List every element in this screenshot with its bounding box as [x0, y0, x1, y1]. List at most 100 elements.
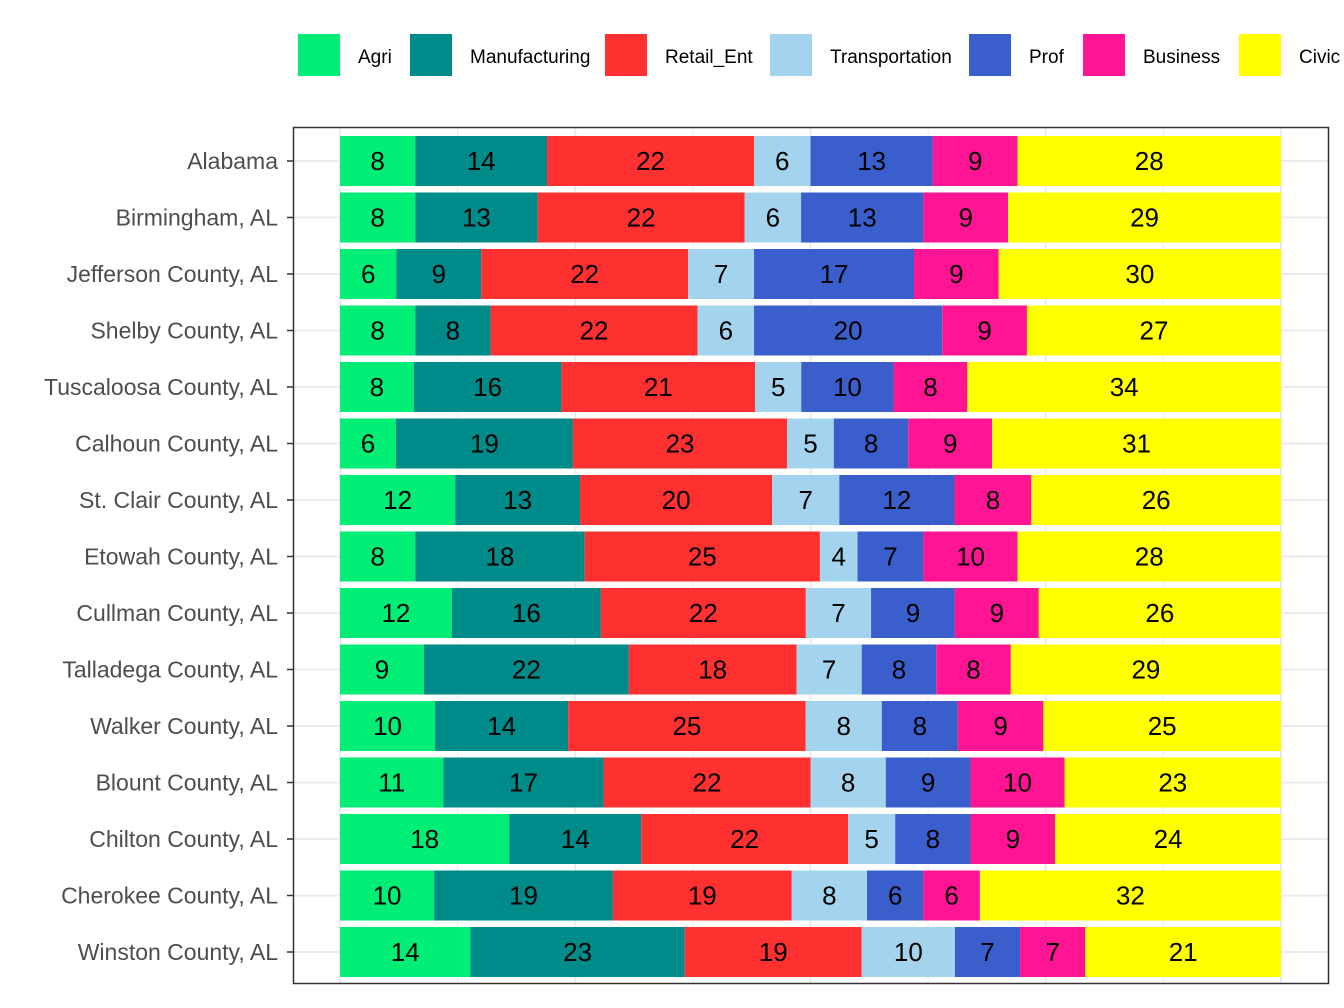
data-label: 18: [698, 655, 727, 685]
bar-segment-transportation: [688, 249, 755, 299]
bar-segment-manufacturing: [455, 475, 581, 525]
data-label: 4: [831, 542, 845, 572]
bar-segment-prof: [895, 814, 971, 864]
data-label: 9: [375, 655, 389, 685]
bar-segment-transportation: [755, 362, 802, 412]
bar-segment-agri: [340, 757, 444, 808]
y-tick-label: Chilton County, AL: [89, 826, 278, 852]
data-label: 5: [803, 429, 817, 459]
data-label: 22: [512, 655, 541, 685]
data-label: 26: [1145, 598, 1174, 628]
bar-row: 8 18 25 4 7 10 28: [340, 531, 1281, 582]
data-label: 9: [993, 711, 1007, 741]
data-label: 8: [923, 372, 937, 402]
data-label: 7: [798, 485, 812, 515]
bar-segment-prof: [754, 305, 943, 356]
bar-segment-prof: [861, 644, 937, 695]
bar-segment-retail-ent: [561, 362, 756, 412]
bar-segment-business: [923, 531, 1018, 582]
legend-label: Transportation: [830, 47, 952, 68]
bar-row: 8 14 22 6 13 9 28: [340, 136, 1281, 186]
legend-item: Prof: [969, 34, 1065, 76]
legend-item: Retail_Ent: [605, 34, 753, 76]
data-label: 21: [1169, 937, 1198, 967]
bar-segment-retail-ent: [572, 418, 788, 469]
bar-row: 14 23 19 10 7 7 21: [340, 927, 1281, 977]
bar-segment-retail-ent: [612, 870, 792, 921]
data-label: 13: [848, 203, 877, 233]
bar-row: 6 19 23 5 8 9 31: [340, 418, 1281, 469]
data-label: 28: [1135, 542, 1164, 572]
bar-segment-retail-ent: [568, 701, 806, 751]
bar-row: 8 13 22 6 13 9 29: [340, 192, 1281, 243]
bar-segment-retail-ent: [584, 531, 820, 582]
data-label: 22: [636, 146, 665, 176]
legend-label: Manufacturing: [470, 47, 590, 68]
bar-segment-prof: [810, 136, 933, 186]
bar-segment-prof: [754, 249, 915, 299]
bar-segment-civic: [1017, 531, 1281, 582]
data-label: 25: [688, 542, 717, 572]
data-label: 6: [944, 881, 958, 911]
data-label: 8: [837, 711, 851, 741]
data-label: 8: [913, 711, 927, 741]
legend-item: Agri: [298, 34, 392, 76]
bar-segment-civic: [1008, 192, 1281, 243]
data-label: 19: [759, 937, 788, 967]
bar-segment-civic: [1010, 644, 1281, 695]
bar-segment-agri: [340, 418, 396, 469]
bar-segment-business: [954, 588, 1039, 638]
data-label: 10: [373, 881, 402, 911]
bar-row: 10 14 25 8 8 9 25: [340, 701, 1281, 751]
data-label: 6: [361, 429, 375, 459]
bar-segment-business: [936, 644, 1011, 695]
bar-segment-prof: [839, 475, 955, 525]
data-label: 30: [1125, 259, 1154, 289]
data-label: 9: [968, 146, 982, 176]
legend-item: Business: [1083, 34, 1220, 76]
bar-segment-retail-ent: [490, 305, 698, 356]
bar-segment-civic: [1026, 305, 1281, 356]
data-label: 8: [370, 146, 384, 176]
legend-label: Business: [1143, 47, 1220, 68]
bar-segment-agri: [340, 814, 510, 864]
y-tick-label: Etowah County, AL: [84, 544, 278, 570]
bar-segment-manufacturing: [443, 757, 604, 808]
bar-segment-transportation: [791, 870, 867, 921]
data-label: 10: [1003, 768, 1032, 798]
bar-segment-manufacturing: [415, 136, 548, 186]
bar-segment-business: [970, 757, 1065, 808]
bar-row: 9 22 18 7 8 8 29: [340, 644, 1281, 695]
bar-row: 6 9 22 7 17 9 30: [340, 249, 1281, 299]
data-label: 29: [1130, 203, 1159, 233]
bar-segment-retail-ent: [603, 757, 811, 808]
data-label: 22: [627, 203, 656, 233]
bar-segment-civic: [1017, 136, 1281, 186]
data-label: 22: [730, 824, 759, 854]
data-label: 14: [561, 824, 590, 854]
data-label: 28: [1135, 146, 1164, 176]
bar-segment-business: [932, 136, 1018, 186]
bar-segment-manufacturing: [415, 305, 491, 356]
bar-segment-manufacturing: [435, 701, 569, 751]
bar-segment-agri: [340, 644, 424, 695]
data-label: 13: [857, 146, 886, 176]
bar-segment-manufacturing: [434, 870, 613, 921]
data-label: 16: [512, 598, 541, 628]
data-label: 7: [980, 937, 994, 967]
data-label: 12: [383, 485, 412, 515]
bar-segment-civic: [1043, 701, 1281, 751]
bar-segment-transportation: [697, 305, 755, 356]
bar-segment-prof: [833, 418, 909, 469]
bar-segment-retail-ent: [537, 192, 745, 243]
data-label: 8: [966, 655, 980, 685]
legend-item: Civic: [1239, 34, 1340, 76]
data-label: 8: [370, 542, 384, 572]
data-label: 9: [943, 429, 957, 459]
bar-segment-civic: [1031, 475, 1281, 525]
data-label: 23: [563, 937, 592, 967]
data-label: 22: [689, 598, 718, 628]
data-label: 25: [1148, 711, 1177, 741]
bar-segment-agri: [340, 362, 414, 412]
